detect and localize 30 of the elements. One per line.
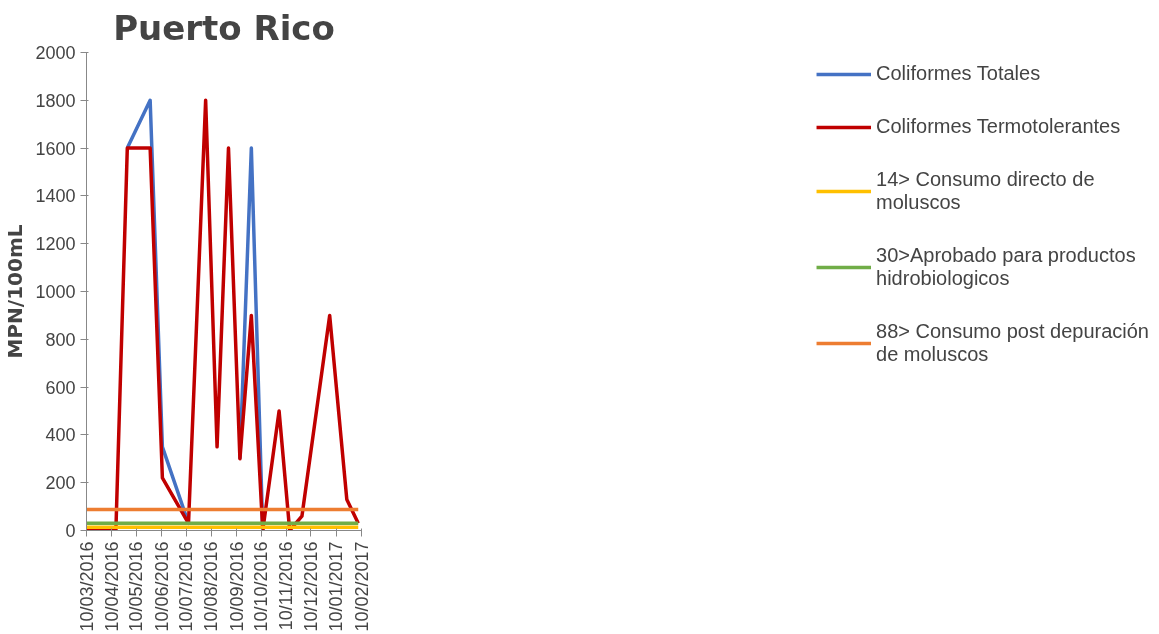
y-tick-label: 1400 [35, 186, 76, 207]
chart-title: Puerto Rico [113, 7, 335, 48]
x-tick-label: 10/11/2016 [276, 541, 297, 631]
x-tick-label: 10/03/2016 [76, 541, 97, 632]
x-tick-label: 10/10/2016 [251, 541, 272, 632]
x-tick-label: 10/02/2017 [351, 541, 372, 632]
x-tick-label: 10/01/2017 [326, 541, 347, 632]
legend-label: 88> Consumo post depuración de moluscos [876, 320, 1149, 366]
y-axis-title: MPN/100mL [3, 224, 28, 359]
legend-label: 30>Aprobado para productos hidrobiologicos [876, 244, 1136, 290]
y-tick-label: 800 [45, 329, 76, 350]
legend-label: Coliformes Termotolerantes [876, 115, 1121, 138]
y-tick-label: 200 [45, 473, 76, 494]
y-tick-label: 2000 [35, 43, 76, 63]
x-tick-label: 10/05/2016 [126, 541, 147, 632]
x-tick-label: 10/09/2016 [226, 541, 247, 632]
x-tick-label: 10/04/2016 [101, 541, 122, 632]
x-tick-label: 10/12/2016 [300, 541, 321, 632]
x-tick-label: 10/06/2016 [151, 541, 172, 632]
y-tick-label: 1600 [35, 138, 76, 159]
y-tick-label: 0 [65, 521, 76, 541]
x-tick-label: 10/08/2016 [201, 541, 222, 632]
y-tick-label: 1200 [35, 234, 76, 255]
y-tick-label: 1800 [35, 90, 76, 111]
y-tick-label: 400 [45, 425, 76, 446]
legend-label: Coliformes Totales [876, 62, 1041, 85]
x-tick-label: 10/07/2016 [176, 541, 197, 632]
y-tick-label: 600 [45, 377, 76, 398]
y-tick-label: 1000 [35, 282, 76, 302]
legend-label: 14> Consumo directo de moluscos [876, 168, 1095, 214]
